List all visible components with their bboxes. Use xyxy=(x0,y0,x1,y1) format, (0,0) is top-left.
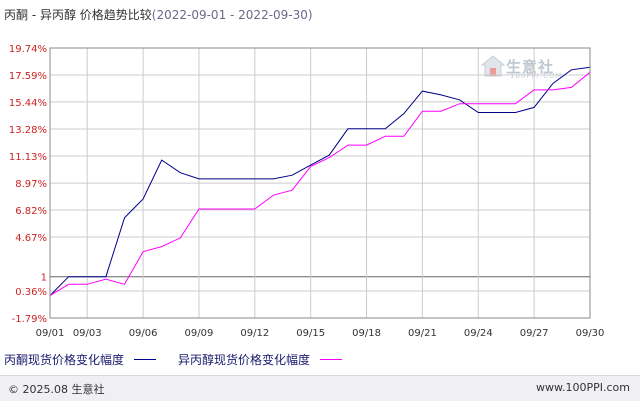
series-line-2 xyxy=(49,71,591,297)
watermark-text: 生意社 xyxy=(506,57,555,76)
chart-title-range: (2022-09-01 - 2022-09-30) xyxy=(151,8,313,22)
x-tick-label: 09/01 xyxy=(36,328,65,339)
x-tick-label: 09/15 xyxy=(296,328,325,339)
footer-site-link[interactable]: www.100PPI.com xyxy=(536,381,630,394)
legend-label-series-2: 异丙醇现货价格变化幅度 xyxy=(178,353,311,367)
x-tick-label: 09/24 xyxy=(464,328,493,339)
footer-bar: © 2025.08 生意社 www.100PPI.com xyxy=(0,375,640,401)
y-tick-label: 15.44% xyxy=(9,98,47,109)
grid xyxy=(49,47,591,319)
house-icon xyxy=(480,55,506,77)
legend: 丙酮现货价格变化幅度 异丙醇现货价格变化幅度 xyxy=(4,351,364,368)
x-tick-label: 09/09 xyxy=(185,328,214,339)
y-tick-label: 0.36% xyxy=(15,287,47,298)
y-tick-label: 4.67% xyxy=(15,233,47,244)
y-tick-label: 11.13% xyxy=(9,152,47,163)
series-line-1 xyxy=(49,66,591,296)
x-tick-label: 09/21 xyxy=(408,328,437,339)
y-tick-label: 17.59% xyxy=(9,71,47,82)
chart-title-main: 丙酮 - 异丙醇 价格趋势比较 xyxy=(4,8,152,22)
y-tick-label: 19.74% xyxy=(9,44,47,55)
x-tick-label: 09/06 xyxy=(129,328,158,339)
watermark-sub: 100PPI.COM xyxy=(510,72,563,80)
y-axis-ticks: 19.74% 17.59% 15.44% 13.28% 11.13% 8.97% 6.82%… xyxy=(9,44,47,325)
x-tick-label: 09/27 xyxy=(520,328,549,339)
watermark-logo: 生意社 100PPI.COM xyxy=(480,54,562,80)
y-tick-label: 1 xyxy=(41,273,47,284)
series-lines xyxy=(49,66,591,297)
y-tick-label: -1.79% xyxy=(12,314,47,325)
legend-swatch-series-1 xyxy=(134,359,157,360)
legend-swatch-series-2 xyxy=(320,359,343,360)
y-tick-label: 8.97% xyxy=(15,179,47,190)
chart-title: 丙酮 - 异丙醇 价格趋势比较(2022-09-01 - 2022-09-30) xyxy=(4,6,313,23)
x-tick-label: 09/18 xyxy=(352,328,381,339)
plot-frame xyxy=(49,47,591,319)
footer-copyright: © 2025.08 生意社 xyxy=(8,383,105,396)
x-axis-ticks: 09/01 09/03 09/06 09/09 09/12 09/15 09/18 09/21… xyxy=(36,328,605,339)
x-tick-label: 09/12 xyxy=(240,328,269,339)
x-tick-label: 09/03 xyxy=(73,328,102,339)
y-tick-label: 6.82% xyxy=(15,206,47,217)
legend-item-series-1: 丙酮现货价格变化幅度 xyxy=(4,351,157,368)
legend-label-series-1: 丙酮现货价格变化幅度 xyxy=(4,353,125,367)
y-tick-label: 13.28% xyxy=(9,125,47,136)
legend-item-series-2: 异丙醇现货价格变化幅度 xyxy=(178,351,343,368)
x-tick-label: 09/30 xyxy=(576,328,605,339)
